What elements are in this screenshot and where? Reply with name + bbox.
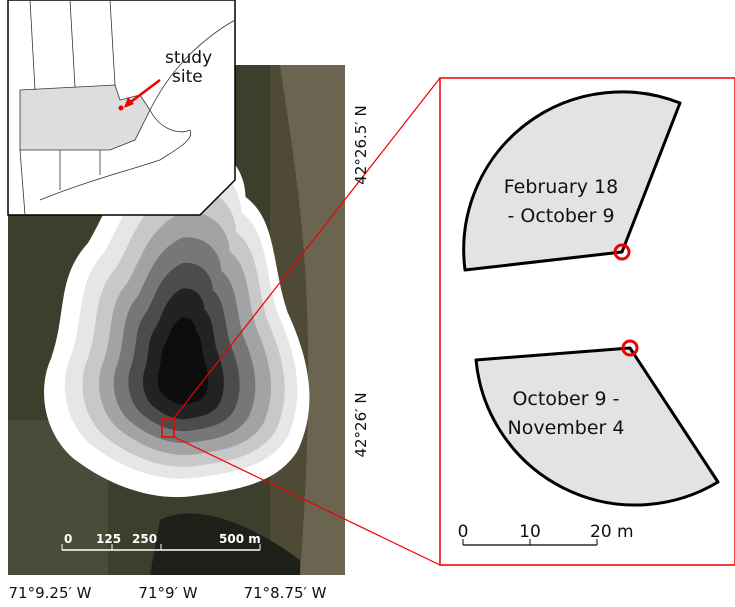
scale-label: 125	[96, 532, 121, 546]
lon-label: 71°9.25′ W	[9, 584, 92, 602]
scale-label: 0	[64, 532, 72, 546]
scale-label: 10	[519, 522, 541, 542]
scale-label: 20 m	[590, 522, 634, 542]
detail-marker	[161, 417, 175, 438]
sector-label: November 4	[508, 417, 625, 439]
lon-label: 71°8.75′ W	[244, 584, 327, 602]
lat-label: 42°26.5′ N	[352, 105, 370, 184]
lat-label: 42°26′ N	[352, 392, 370, 457]
site-arrow	[127, 79, 161, 105]
scale-label: 0	[458, 522, 469, 542]
lon-label: 71°9′ W	[138, 584, 197, 602]
inset-map: study site	[7, 0, 236, 216]
inset-label: study	[165, 48, 212, 68]
sector-label: February 18	[504, 176, 618, 198]
site-dot	[118, 105, 124, 111]
scale-label: 250	[132, 532, 157, 546]
connector	[173, 77, 441, 419]
inset-label: site	[172, 67, 203, 87]
connector	[173, 436, 441, 566]
sector-label: - October 9	[507, 205, 614, 227]
scale-label: 500 m	[219, 532, 261, 546]
map-scale: 0 125 250 500 m	[61, 532, 261, 551]
sector-label: October 9 -	[512, 388, 619, 410]
sensor	[621, 339, 639, 357]
sensor	[613, 243, 631, 261]
sector	[462, 90, 682, 272]
detail-scale: 0 10 20 m	[458, 522, 634, 546]
sector	[474, 346, 720, 507]
